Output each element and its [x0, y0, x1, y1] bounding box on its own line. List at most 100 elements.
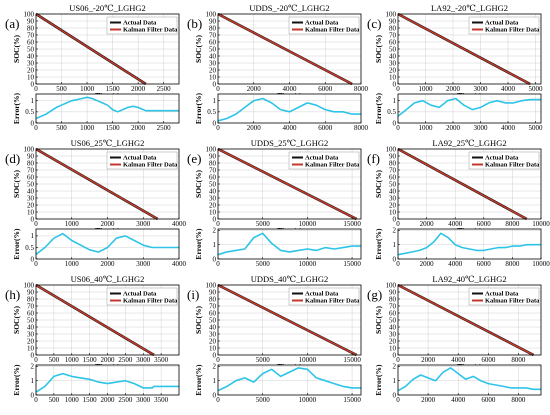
- error-xtick-label: 2500: [157, 124, 172, 132]
- soc-ytick-label: 0: [393, 215, 397, 223]
- soc-xtick-label: 8000: [354, 85, 369, 93]
- error-xtick-label: 2000: [101, 396, 116, 404]
- soc-ytick-label: 50: [389, 180, 397, 188]
- soc-ytick-label: 30: [389, 194, 397, 202]
- panel-e: (e)UDDS_25℃_LGHG201020304050607080901000…: [187, 138, 362, 268]
- soc-xtick-label: 1500: [106, 85, 121, 93]
- legend-box: [106, 16, 178, 35]
- soc-ytick-label: 40: [27, 187, 35, 195]
- soc-ytick-label: 20: [389, 66, 397, 74]
- soc-ytick-label: 20: [389, 201, 397, 209]
- error-ytick-label: 0: [31, 255, 35, 263]
- error-xtick-label: 0: [396, 260, 400, 268]
- error-xtick-label: 1000: [65, 260, 80, 268]
- soc-ylabel: SOC(%): [194, 35, 203, 63]
- soc-ytick-label: 80: [27, 24, 35, 32]
- legend-label-actual: Actual Data: [305, 291, 339, 298]
- soc-xtick-label: 6000: [481, 356, 496, 364]
- soc-ytick-label: 40: [209, 323, 217, 331]
- error-series-line: [217, 232, 361, 256]
- error-ytick-label: 2: [393, 227, 397, 235]
- soc-ytick-label: 60: [389, 38, 397, 46]
- soc-xtick-label: 4000: [451, 356, 466, 364]
- soc-xtick-label: 3000: [474, 85, 489, 93]
- error-xtick-label: 500: [49, 396, 60, 404]
- soc-series-line: [35, 148, 158, 220]
- soc-xtick-label: 0: [396, 356, 400, 364]
- error-ytick-label: 1: [393, 241, 397, 249]
- error-ytick-label: 2: [393, 363, 397, 371]
- error-xtick-label: 0: [216, 124, 220, 132]
- error-axes-frame: [217, 364, 362, 396]
- error-series-line: [397, 232, 541, 256]
- soc-ytick-label: 80: [209, 24, 217, 32]
- soc-ytick-label: 20: [209, 337, 217, 345]
- error-ytick-label: 0: [213, 391, 217, 399]
- soc-ytick-label: 80: [209, 159, 217, 167]
- soc-ytick-label: 90: [209, 152, 217, 160]
- panel-label: (c): [367, 16, 381, 31]
- error-ytick-label: 0.5: [25, 244, 34, 252]
- panel-i: (i)UDDS_40℃_LGHG201020304050607080901000…: [187, 274, 362, 404]
- error-series-line: [35, 232, 179, 256]
- error-ytick-label: 1: [31, 97, 35, 105]
- soc-ytick-label: 60: [209, 38, 217, 46]
- soc-ytick-label: 70: [27, 166, 35, 174]
- legend-label-actual: Actual Data: [123, 155, 157, 162]
- error-xtick-label: 4000: [451, 396, 466, 404]
- legend-label-actual: Actual Data: [485, 155, 519, 162]
- soc-ytick-label: 100: [24, 281, 35, 289]
- soc-xtick-label: 10000: [532, 220, 550, 228]
- error-xtick-label: 2000: [421, 396, 436, 404]
- error-xtick-label: 6000: [318, 124, 333, 132]
- legend-box: [288, 287, 360, 306]
- error-ylabel: Error(%): [374, 228, 383, 260]
- soc-ytick-label: 70: [209, 31, 217, 39]
- soc-xtick-label: 3500: [154, 356, 169, 364]
- error-ytick-label: 0: [393, 255, 397, 263]
- soc-xtick-label: 2500: [118, 356, 133, 364]
- soc-xtick-label: 5000: [256, 356, 271, 364]
- soc-ytick-label: 100: [206, 10, 217, 18]
- soc-ytick-label: 100: [24, 10, 35, 18]
- soc-ylabel: SOC(%): [12, 35, 21, 63]
- soc-xtick-label: 1500: [83, 356, 98, 364]
- soc-xtick-label: 2500: [157, 85, 172, 93]
- soc-xtick-label: 4000: [501, 85, 516, 93]
- panel-title: US06_-20℃_LGHG2: [69, 3, 146, 13]
- soc-ytick-label: 0: [213, 351, 217, 359]
- error-xtick-label: 2500: [118, 396, 133, 404]
- error-xtick-label: 1500: [83, 396, 98, 404]
- soc-ytick-label: 30: [389, 59, 397, 67]
- error-xtick-label: 1000: [419, 124, 434, 132]
- soc-ytick-label: 80: [209, 295, 217, 303]
- panel-title: US06_40℃_LGHG2: [71, 274, 145, 284]
- error-xtick-label: 3000: [136, 396, 151, 404]
- error-ytick-label: 2: [213, 227, 217, 235]
- legend-label-kalman: Kalman Filter Data: [305, 298, 360, 305]
- soc-ytick-label: 50: [27, 180, 35, 188]
- soc-ytick-label: 0: [393, 80, 397, 88]
- error-series-line: [35, 372, 179, 393]
- soc-ytick-label: 10: [209, 208, 217, 216]
- soc-xtick-label: 4000: [283, 85, 298, 93]
- soc-xtick-label: 500: [56, 85, 67, 93]
- error-xtick-label: 4000: [172, 260, 187, 268]
- soc-ylabel: SOC(%): [374, 170, 383, 198]
- soc-ytick-label: 60: [209, 173, 217, 181]
- soc-series-line: [35, 13, 147, 85]
- error-xtick-label: 5000: [529, 124, 544, 132]
- panel-label: (b): [187, 16, 202, 31]
- soc-ytick-label: 20: [27, 201, 35, 209]
- error-ytick-label: 1: [213, 241, 217, 249]
- soc-ytick-label: 0: [31, 215, 35, 223]
- soc-ytick-label: 70: [27, 302, 35, 310]
- soc-ytick-label: 70: [389, 302, 397, 310]
- legend-box: [106, 151, 178, 170]
- soc-xtick-label: 2000: [446, 85, 461, 93]
- error-ylabel: Error(%): [194, 364, 203, 396]
- soc-series-line: [35, 284, 155, 356]
- error-xtick-label: 6000: [481, 396, 496, 404]
- soc-xtick-label: 2000: [101, 356, 116, 364]
- legend-label-kalman: Kalman Filter Data: [123, 27, 178, 34]
